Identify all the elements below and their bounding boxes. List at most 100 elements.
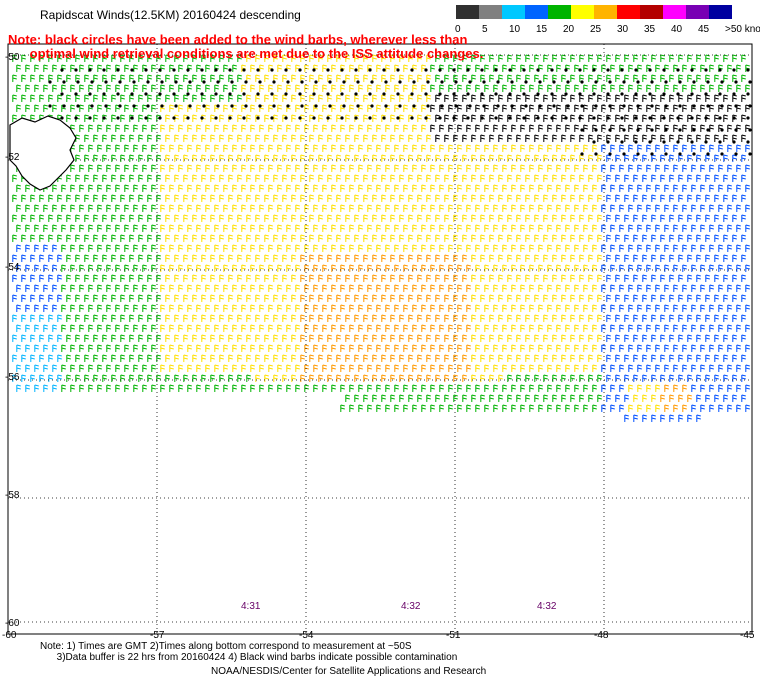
wind-barb bbox=[309, 314, 314, 322]
quality-flag-dot bbox=[648, 116, 652, 120]
wind-barb bbox=[700, 124, 705, 132]
wind-barb bbox=[12, 114, 17, 122]
wind-barb bbox=[732, 334, 737, 342]
wind-barb bbox=[169, 244, 174, 252]
wind-barb bbox=[507, 334, 512, 342]
wind-barb bbox=[322, 364, 327, 372]
wind-barb bbox=[129, 274, 134, 282]
wind-barb bbox=[84, 234, 89, 242]
wind-barb bbox=[529, 164, 534, 172]
wind-barb bbox=[664, 404, 669, 412]
wind-barb bbox=[471, 114, 476, 122]
wind-barb bbox=[142, 204, 147, 212]
wind-barb bbox=[313, 384, 318, 392]
legend-swatch bbox=[502, 5, 525, 19]
wind-barb bbox=[219, 234, 224, 242]
wind-barb bbox=[237, 254, 242, 262]
wind-barb bbox=[696, 254, 701, 262]
wind-barb bbox=[520, 284, 525, 292]
wind-barb bbox=[705, 174, 710, 182]
wind-barb bbox=[511, 404, 516, 412]
wind-barb bbox=[624, 354, 629, 362]
wind-barb bbox=[277, 304, 282, 312]
wind-barb bbox=[498, 94, 503, 102]
wind-barb bbox=[678, 254, 683, 262]
wind-barb bbox=[277, 204, 282, 212]
wind-barb bbox=[696, 294, 701, 302]
wind-barb bbox=[727, 144, 732, 152]
wind-barb bbox=[264, 114, 269, 122]
wind-barb bbox=[264, 234, 269, 242]
wind-barb bbox=[205, 264, 210, 272]
wind-barb bbox=[498, 274, 503, 282]
wind-barb bbox=[255, 214, 260, 222]
wind-barb bbox=[174, 354, 179, 362]
wind-barb bbox=[502, 184, 507, 192]
wind-barb bbox=[142, 124, 147, 132]
wind-barb bbox=[138, 74, 143, 82]
wind-barb bbox=[448, 204, 453, 212]
wind-barb bbox=[556, 364, 561, 372]
wind-barb bbox=[417, 334, 422, 342]
wind-barb bbox=[682, 364, 687, 372]
wind-barb bbox=[66, 214, 71, 222]
wind-barb bbox=[741, 74, 746, 82]
wind-barb bbox=[583, 144, 588, 152]
wind-barb bbox=[660, 414, 665, 422]
wind-barb bbox=[516, 394, 521, 402]
wind-barb bbox=[322, 284, 327, 292]
wind-barb bbox=[390, 314, 395, 322]
wind-barb bbox=[129, 254, 134, 262]
wind-barb bbox=[309, 374, 314, 382]
wind-barb bbox=[151, 284, 156, 292]
wind-barb bbox=[30, 54, 35, 62]
quality-flag-dot bbox=[452, 92, 456, 96]
wind-barb bbox=[232, 204, 237, 212]
wind-barb bbox=[250, 164, 255, 172]
wind-barb bbox=[448, 384, 453, 392]
wind-barb bbox=[669, 174, 674, 182]
wind-barb bbox=[133, 204, 138, 212]
wind-barb bbox=[381, 294, 386, 302]
wind-barb bbox=[381, 134, 386, 142]
wind-barb bbox=[385, 364, 390, 372]
wind-barb bbox=[664, 384, 669, 392]
wind-barb bbox=[543, 114, 548, 122]
wind-barb bbox=[372, 314, 377, 322]
wind-barb bbox=[345, 154, 350, 162]
wind-barb bbox=[615, 74, 620, 82]
wind-barb bbox=[421, 224, 426, 232]
wind-barb bbox=[286, 244, 291, 252]
wind-barb bbox=[660, 254, 665, 262]
wind-barb bbox=[655, 64, 660, 72]
wind-barb bbox=[246, 54, 251, 62]
wind-barb bbox=[363, 254, 368, 262]
wind-barb bbox=[336, 134, 341, 142]
wind-barb bbox=[349, 244, 354, 252]
wind-barb bbox=[219, 374, 224, 382]
wind-barb bbox=[160, 64, 165, 72]
wind-barb bbox=[714, 394, 719, 402]
wind-barb bbox=[142, 184, 147, 192]
wind-barb bbox=[718, 364, 723, 372]
wind-barb bbox=[502, 344, 507, 352]
wind-barb bbox=[457, 264, 462, 272]
wind-barb bbox=[412, 244, 417, 252]
wind-barb bbox=[16, 264, 21, 272]
wind-barb bbox=[246, 74, 251, 82]
wind-barb bbox=[619, 224, 624, 232]
quality-flag-dot bbox=[340, 68, 344, 72]
wind-barb bbox=[151, 144, 156, 152]
wind-barb bbox=[538, 344, 543, 352]
wind-barb bbox=[21, 254, 26, 262]
wind-barb bbox=[336, 174, 341, 182]
quality-flag-dot bbox=[550, 92, 554, 96]
wind-barb bbox=[709, 244, 714, 252]
wind-barb bbox=[304, 304, 309, 312]
quality-flag-dot bbox=[270, 68, 274, 72]
wind-barb bbox=[268, 184, 273, 192]
wind-barb bbox=[210, 274, 215, 282]
wind-barb bbox=[408, 374, 413, 382]
wind-barb bbox=[732, 394, 737, 402]
wind-barb bbox=[79, 284, 84, 292]
